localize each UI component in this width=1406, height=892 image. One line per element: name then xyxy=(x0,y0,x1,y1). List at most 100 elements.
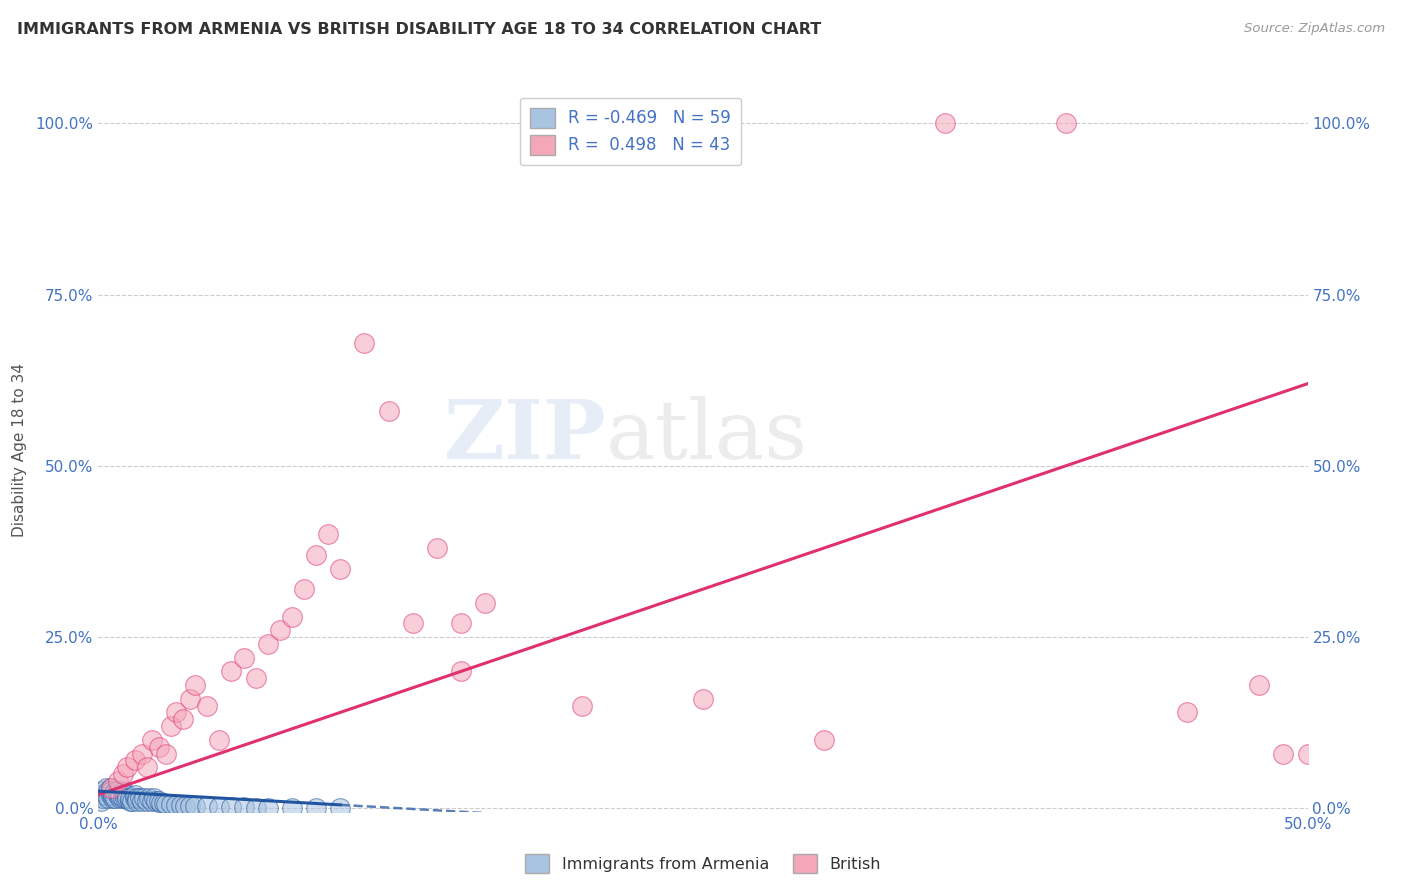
Point xyxy=(1249,678,1271,692)
Point xyxy=(450,616,472,631)
Point xyxy=(174,798,197,813)
Point xyxy=(100,784,122,798)
Point xyxy=(329,800,352,814)
Point xyxy=(179,798,201,813)
Point xyxy=(108,788,131,802)
Point xyxy=(150,796,173,810)
Point xyxy=(813,732,835,747)
Point xyxy=(353,335,375,350)
Point xyxy=(402,616,425,631)
Point xyxy=(91,784,114,798)
Point xyxy=(184,678,207,692)
Point xyxy=(184,799,207,814)
Point xyxy=(571,698,593,713)
Point xyxy=(329,561,352,575)
Point xyxy=(97,784,120,798)
Point xyxy=(179,691,201,706)
Point xyxy=(281,800,304,814)
Point xyxy=(134,791,156,805)
Point xyxy=(474,596,496,610)
Point xyxy=(124,753,146,767)
Point xyxy=(111,767,134,781)
Point xyxy=(104,784,127,798)
Point xyxy=(160,797,183,812)
Point xyxy=(172,712,194,726)
Point xyxy=(104,791,127,805)
Point xyxy=(143,791,166,805)
Point xyxy=(256,637,278,651)
Point xyxy=(195,799,218,814)
Point xyxy=(169,797,191,812)
Point xyxy=(148,739,170,754)
Point xyxy=(232,650,254,665)
Point xyxy=(131,747,153,761)
Point xyxy=(117,788,139,802)
Point xyxy=(118,791,141,805)
Point xyxy=(292,582,315,596)
Point xyxy=(94,780,117,795)
Point xyxy=(316,527,339,541)
Point xyxy=(100,780,122,795)
Point xyxy=(256,800,278,814)
Point xyxy=(135,760,157,774)
Point xyxy=(155,797,177,812)
Point xyxy=(114,791,136,805)
Point xyxy=(1175,706,1198,720)
Point xyxy=(155,747,177,761)
Point xyxy=(232,800,254,814)
Point xyxy=(221,800,243,814)
Text: ZIP: ZIP xyxy=(444,396,606,476)
Legend: Immigrants from Armenia, British: Immigrants from Armenia, British xyxy=(519,847,887,880)
Point xyxy=(1296,747,1319,761)
Point xyxy=(245,800,267,814)
Point xyxy=(121,794,143,808)
Point xyxy=(107,788,129,802)
Point xyxy=(100,780,122,795)
Point xyxy=(221,665,243,679)
Text: Source: ZipAtlas.com: Source: ZipAtlas.com xyxy=(1244,22,1385,36)
Point xyxy=(305,548,328,562)
Point xyxy=(90,788,112,802)
Point xyxy=(692,691,714,706)
Point xyxy=(107,773,129,788)
Point xyxy=(117,791,139,805)
Point xyxy=(245,671,267,685)
Point xyxy=(135,794,157,808)
Point xyxy=(152,796,174,810)
Point xyxy=(108,791,131,805)
Point xyxy=(305,800,328,814)
Point xyxy=(426,541,449,555)
Point xyxy=(934,116,956,130)
Point xyxy=(1272,747,1295,761)
Point xyxy=(141,794,163,808)
Point xyxy=(208,800,231,814)
Point xyxy=(114,788,136,802)
Point xyxy=(148,794,170,808)
Point xyxy=(160,719,183,733)
Point xyxy=(101,788,124,802)
Point xyxy=(127,791,149,805)
Point xyxy=(128,791,150,805)
Point xyxy=(145,794,167,808)
Point xyxy=(118,794,141,808)
Point xyxy=(450,665,472,679)
Text: atlas: atlas xyxy=(606,396,808,476)
Point xyxy=(141,732,163,747)
Point xyxy=(111,791,134,805)
Point xyxy=(124,788,146,802)
Legend: R = -0.469   N = 59, R =  0.498   N = 43: R = -0.469 N = 59, R = 0.498 N = 43 xyxy=(520,97,741,165)
Point xyxy=(100,788,122,802)
Point xyxy=(107,784,129,798)
Point xyxy=(208,732,231,747)
Point xyxy=(195,698,218,713)
Y-axis label: Disability Age 18 to 34: Disability Age 18 to 34 xyxy=(13,363,27,538)
Point xyxy=(90,794,112,808)
Point xyxy=(138,791,160,805)
Point xyxy=(94,788,117,802)
Point xyxy=(91,791,114,805)
Point xyxy=(101,791,124,805)
Point xyxy=(281,609,304,624)
Point xyxy=(269,624,291,638)
Point xyxy=(97,791,120,805)
Point xyxy=(165,797,187,812)
